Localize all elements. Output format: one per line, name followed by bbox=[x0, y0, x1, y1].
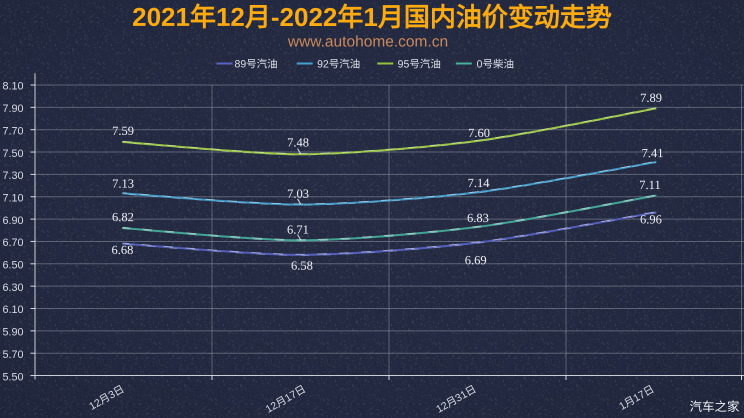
svg-text:5.70: 5.70 bbox=[2, 349, 23, 361]
svg-text:6.58: 6.58 bbox=[291, 259, 313, 273]
svg-text:6.83: 6.83 bbox=[467, 211, 489, 225]
svg-text:7.70: 7.70 bbox=[2, 125, 23, 137]
svg-text:7.59: 7.59 bbox=[112, 124, 134, 138]
svg-text:7.41: 7.41 bbox=[642, 146, 664, 160]
svg-text:7.14: 7.14 bbox=[468, 176, 491, 190]
svg-text:7.11: 7.11 bbox=[639, 178, 660, 192]
svg-text:92号汽油: 92号汽油 bbox=[317, 57, 360, 70]
svg-text:7.10: 7.10 bbox=[2, 192, 23, 204]
svg-text:7.48: 7.48 bbox=[287, 135, 309, 149]
svg-text:6.30: 6.30 bbox=[2, 282, 23, 294]
svg-text:7.60: 7.60 bbox=[468, 126, 490, 140]
svg-text:6.68: 6.68 bbox=[112, 243, 134, 257]
svg-text:www.autohome.com.cn: www.autohome.com.cn bbox=[287, 33, 448, 50]
svg-text:89号汽油: 89号汽油 bbox=[234, 57, 277, 70]
svg-text:95号汽油: 95号汽油 bbox=[398, 58, 441, 71]
svg-text:7.89: 7.89 bbox=[640, 91, 662, 105]
svg-text:6.96: 6.96 bbox=[640, 212, 662, 226]
svg-text:7.03: 7.03 bbox=[287, 187, 309, 201]
svg-text:2021年12月-2022年1月国内油价变动走势: 2021年12月-2022年1月国内油价变动走势 bbox=[132, 2, 612, 32]
svg-text:6.90: 6.90 bbox=[2, 215, 23, 227]
svg-text:7.90: 7.90 bbox=[2, 103, 23, 115]
svg-text:7.30: 7.30 bbox=[2, 170, 23, 182]
svg-text:6.10: 6.10 bbox=[2, 304, 23, 316]
svg-text:7.13: 7.13 bbox=[112, 177, 134, 191]
svg-text:6.69: 6.69 bbox=[465, 253, 487, 267]
svg-text:8.10: 8.10 bbox=[2, 81, 23, 93]
svg-text:5.90: 5.90 bbox=[2, 327, 23, 339]
svg-text:汽车之家: 汽车之家 bbox=[689, 399, 740, 414]
svg-text:7.50: 7.50 bbox=[2, 148, 23, 160]
svg-text:0号柴油: 0号柴油 bbox=[477, 58, 514, 71]
svg-text:6.50: 6.50 bbox=[2, 260, 23, 272]
svg-text:5.50: 5.50 bbox=[2, 371, 23, 383]
svg-text:6.71: 6.71 bbox=[287, 223, 309, 237]
svg-text:6.82: 6.82 bbox=[112, 210, 134, 224]
svg-text:6.70: 6.70 bbox=[2, 237, 23, 249]
